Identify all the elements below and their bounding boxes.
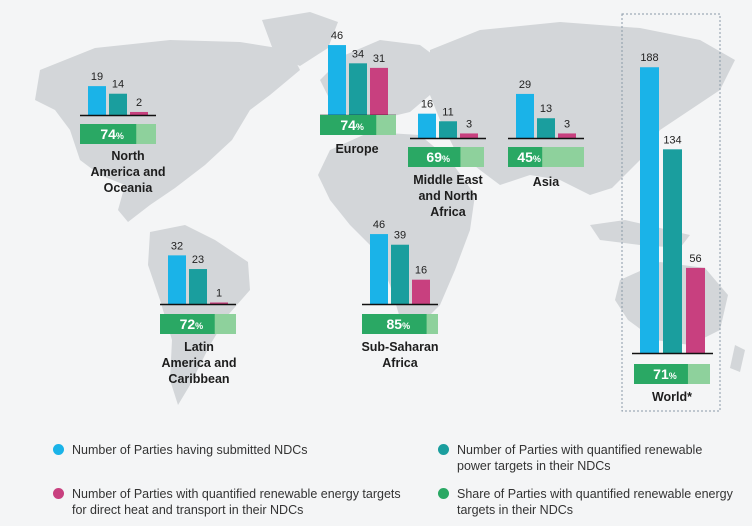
bar-north-america-and-oceania-submitted bbox=[88, 86, 106, 115]
legend-dot-heat bbox=[53, 488, 64, 499]
value-label-world-submitted: 188 bbox=[640, 52, 658, 64]
share-label-asia: 45% bbox=[517, 149, 541, 165]
legend-item-submitted: Number of Parties having submitted NDCs bbox=[53, 442, 308, 458]
bar-asia-heat bbox=[558, 133, 576, 138]
share-label-middle-east-and-north-africa: 69% bbox=[426, 149, 450, 165]
legend-label-submitted: Number of Parties having submitted NDCs bbox=[72, 443, 308, 457]
region-name-europe: Europe bbox=[335, 142, 378, 156]
share-label-latin-america-and-caribbean: 72% bbox=[180, 316, 204, 332]
value-label-sub-saharan-africa-heat: 16 bbox=[415, 265, 427, 277]
value-label-asia-heat: 3 bbox=[564, 118, 570, 130]
share-fill-north-america-and-oceania bbox=[80, 124, 137, 144]
share-fill-latin-america-and-caribbean bbox=[160, 314, 215, 334]
legend-item-heat: Number of Parties with quantified renewa… bbox=[53, 486, 417, 518]
bar-world-power bbox=[663, 149, 682, 353]
new-zealand-shape bbox=[730, 345, 745, 372]
legend-item-share: Share of Parties with quantified renewab… bbox=[438, 486, 737, 518]
bar-middle-east-and-north-africa-submitted bbox=[418, 113, 436, 138]
bar-sub-saharan-africa-submitted bbox=[370, 234, 388, 304]
legend-item-power: Number of Parties with quantified renewa… bbox=[438, 442, 707, 474]
value-label-latin-america-and-caribbean-submitted: 32 bbox=[171, 240, 183, 252]
asia-shape bbox=[430, 22, 735, 195]
share-fill-sub-saharan-africa bbox=[362, 314, 427, 334]
share-label-world: 71% bbox=[653, 366, 677, 382]
value-label-asia-power: 13 bbox=[540, 103, 552, 115]
value-label-middle-east-and-north-africa-heat: 3 bbox=[466, 118, 472, 130]
legend-dot-share bbox=[438, 488, 449, 499]
value-label-asia-submitted: 29 bbox=[519, 79, 531, 91]
bar-north-america-and-oceania-heat bbox=[130, 111, 148, 115]
value-label-latin-america-and-caribbean-heat: 1 bbox=[216, 287, 222, 299]
bar-latin-america-and-caribbean-submitted bbox=[168, 255, 186, 304]
north-america-shape bbox=[35, 40, 300, 222]
legend-label-power: Number of Parties with quantified renewa… bbox=[457, 443, 703, 473]
bar-latin-america-and-caribbean-power bbox=[189, 269, 207, 304]
legend-label-heat: Number of Parties with quantified renewa… bbox=[72, 487, 401, 517]
share-fill-europe bbox=[320, 115, 377, 135]
share-label-europe: 74% bbox=[340, 117, 364, 133]
value-label-europe-heat: 31 bbox=[373, 53, 385, 65]
africa-shape bbox=[318, 132, 475, 325]
bar-sub-saharan-africa-heat bbox=[412, 279, 430, 304]
value-label-sub-saharan-africa-submitted: 46 bbox=[373, 219, 385, 231]
world-map-background: 19 14 2 74% North America and Oceania 46 34 31 74%… bbox=[35, 12, 745, 412]
value-label-north-america-and-oceania-submitted: 19 bbox=[91, 71, 103, 83]
value-label-world-power: 134 bbox=[663, 134, 681, 146]
legend-dot-power bbox=[438, 444, 449, 455]
region-name-world: World* bbox=[652, 390, 692, 404]
value-label-world-heat: 56 bbox=[689, 253, 701, 265]
share-fill-middle-east-and-north-africa bbox=[408, 147, 461, 167]
bar-middle-east-and-north-africa-heat bbox=[460, 133, 478, 138]
region-name-latin-america-and-caribbean: Latin America and Caribbean bbox=[161, 340, 236, 386]
region-name-middle-east-and-north-africa: Middle East and North Africa bbox=[413, 173, 483, 219]
value-label-latin-america-and-caribbean-power: 23 bbox=[192, 254, 204, 266]
legend-label-share: Share of Parties with quantified renewab… bbox=[457, 487, 733, 517]
share-fill-asia bbox=[508, 147, 543, 167]
bar-latin-america-and-caribbean-heat bbox=[210, 302, 228, 304]
bar-asia-power bbox=[537, 118, 555, 138]
bar-asia-submitted bbox=[516, 93, 534, 138]
share-label-north-america-and-oceania: 74% bbox=[100, 126, 124, 142]
region-name-sub-saharan-africa: Sub-Saharan Africa bbox=[361, 340, 438, 370]
bar-world-heat bbox=[686, 267, 705, 353]
bar-north-america-and-oceania-power bbox=[109, 93, 127, 115]
value-label-europe-submitted: 46 bbox=[331, 30, 343, 42]
value-label-sub-saharan-africa-power: 39 bbox=[394, 230, 406, 242]
region-name-north-america-and-oceania: North America and Oceania bbox=[90, 149, 165, 195]
value-label-middle-east-and-north-africa-submitted: 16 bbox=[421, 99, 433, 111]
legend-dot-submitted bbox=[53, 444, 64, 455]
bar-sub-saharan-africa-power bbox=[391, 244, 409, 304]
bar-europe-heat bbox=[370, 67, 388, 115]
bar-europe-submitted bbox=[328, 45, 346, 115]
value-label-middle-east-and-north-africa-power: 11 bbox=[442, 106, 453, 118]
value-label-north-america-and-oceania-heat: 2 bbox=[136, 97, 142, 109]
world-highlight-box bbox=[621, 13, 721, 412]
value-label-europe-power: 34 bbox=[352, 48, 364, 60]
share-fill-world bbox=[634, 364, 688, 384]
bar-world-submitted bbox=[640, 67, 659, 354]
region-name-asia: Asia bbox=[533, 175, 560, 189]
greenland-shape bbox=[262, 12, 338, 66]
bar-middle-east-and-north-africa-power bbox=[439, 121, 457, 138]
share-label-sub-saharan-africa: 85% bbox=[387, 316, 411, 332]
value-label-north-america-and-oceania-power: 14 bbox=[112, 79, 124, 91]
bar-europe-power bbox=[349, 63, 367, 115]
legend: Number of Parties having submitted NDCs … bbox=[0, 420, 752, 526]
